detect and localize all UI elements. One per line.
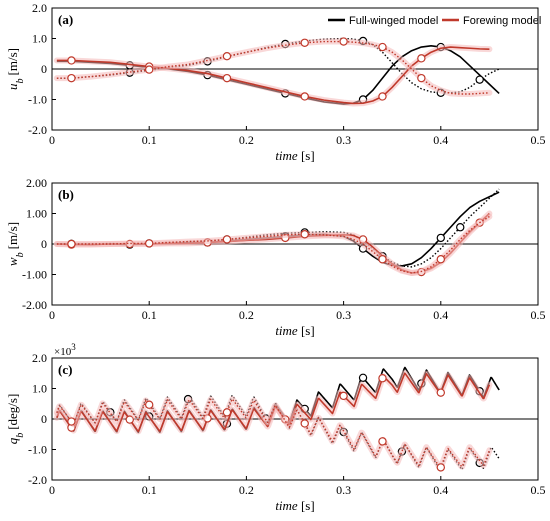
y-tick-label: 2.0	[32, 1, 47, 15]
panel-b-w-velocity: 0 0.1 0.2 0.3 0.4 0.5 -2.00 -1.00 0 1.00 2.00 time …	[5, 176, 546, 338]
x-tick-label: 0.1	[142, 483, 157, 497]
series-marker	[300, 419, 309, 428]
y-axis-label: qb[deg/s]	[5, 394, 26, 445]
series-full-dotted	[56, 188, 500, 268]
series-marker	[222, 235, 232, 244]
series-marker	[378, 92, 387, 101]
y-tick-label: -1.0	[28, 93, 47, 107]
series-marker	[436, 233, 445, 243]
panel-label: (b)	[58, 187, 74, 202]
y-tick-label: -2.00	[22, 298, 47, 312]
y-tick-label: 0	[41, 62, 47, 76]
legend-full-label: Full-winged model	[349, 15, 438, 27]
series-marker	[456, 223, 465, 232]
y-tick-label: 1.00	[26, 207, 47, 221]
x-tick-label: 0.5	[531, 133, 546, 147]
series-marker	[475, 75, 484, 84]
series-fore-dotted	[53, 37, 493, 98]
y-axis-label: ub[m/s]	[5, 48, 26, 90]
legend: Full-winged model Forewing model	[328, 15, 541, 27]
series-marker	[417, 54, 426, 63]
y-tick-label: 2.0	[32, 351, 47, 365]
legend-fore-label: Forewing model	[463, 15, 541, 27]
series-marker	[417, 73, 426, 83]
series-marker	[300, 38, 309, 47]
y-tick-label: -1.0	[28, 443, 47, 457]
series-fore-dotted	[53, 213, 493, 276]
x-tick-label: 0.3	[336, 483, 351, 497]
series-marker	[67, 56, 76, 65]
series-marker	[436, 255, 445, 264]
series-marker	[67, 239, 76, 249]
x-axis-label: time [s]	[275, 148, 314, 163]
panel-a-u-velocity: 0 0.1 0.2 0.3 0.4 0.5 -2.0 -1.0 0 1.0 2.0 time [s] u…	[5, 1, 546, 163]
series-marker	[144, 65, 154, 74]
y-tick-label: 1.0	[32, 32, 47, 46]
x-tick-label: 0.4	[433, 308, 448, 322]
x-tick-label: 0.2	[239, 133, 254, 147]
series-marker	[144, 400, 154, 409]
series-marker	[378, 42, 387, 52]
series-marker	[222, 51, 232, 61]
x-tick-label: 0.2	[239, 483, 254, 497]
y-tick-label: 2.00	[26, 176, 47, 190]
series-marker	[339, 37, 348, 46]
series-marker	[436, 463, 445, 472]
series-marker	[222, 408, 232, 417]
series-marker	[358, 373, 368, 383]
series-marker	[222, 73, 232, 83]
y-tick-label: -2.0	[28, 473, 47, 487]
x-tick-label: 0.5	[531, 308, 546, 322]
y-tick-label: 0	[41, 237, 47, 251]
y-tick-label: -1.00	[22, 268, 47, 282]
series-marker	[67, 417, 76, 426]
x-tick-label: 0	[49, 308, 55, 322]
x-tick-label: 0.3	[336, 133, 351, 147]
x-axis-label: time [s]	[275, 323, 314, 338]
series-line	[56, 398, 491, 469]
series-marker	[436, 388, 445, 397]
series-marker	[339, 391, 348, 401]
x-tick-label: 0	[49, 483, 55, 497]
series-highlight	[53, 213, 493, 276]
y-multiplier: ×103	[54, 342, 76, 358]
series-marker	[300, 92, 309, 101]
series-full-solid	[56, 191, 500, 267]
series-marker	[67, 73, 76, 83]
series-marker	[144, 239, 154, 248]
y-tick-label: 1.0	[32, 382, 47, 396]
panel-c-pitch-rate: 0 0.1 0.2 0.3 0.4 0.5 -2.0 -1.0 0 1.0 2.0 time [s] q…	[5, 342, 546, 513]
x-tick-label: 0.1	[142, 308, 157, 322]
x-tick-label: 0.3	[336, 308, 351, 322]
panel-label: (a)	[58, 12, 73, 27]
series-marker	[125, 415, 134, 424]
x-tick-label: 0.2	[239, 308, 254, 322]
series-marker	[300, 230, 309, 239]
series-fore-dotted	[53, 396, 493, 472]
x-tick-label: 0.1	[142, 133, 157, 147]
x-tick-label: 0.4	[433, 133, 448, 147]
x-tick-label: 0	[49, 133, 55, 147]
series-line	[56, 188, 500, 268]
panel-label: (c)	[58, 362, 72, 377]
series-marker	[378, 374, 387, 383]
y-tick-label: 0	[41, 412, 47, 426]
series-marker	[378, 437, 387, 446]
y-axis-label: wb[m/s]	[5, 222, 26, 266]
x-tick-label: 0.5	[531, 483, 546, 497]
y-tick-label: -2.0	[28, 123, 47, 137]
x-tick-label: 0.4	[433, 483, 448, 497]
series-marker	[378, 255, 387, 264]
series-line	[56, 191, 500, 267]
x-axis-label: time [s]	[275, 498, 314, 513]
